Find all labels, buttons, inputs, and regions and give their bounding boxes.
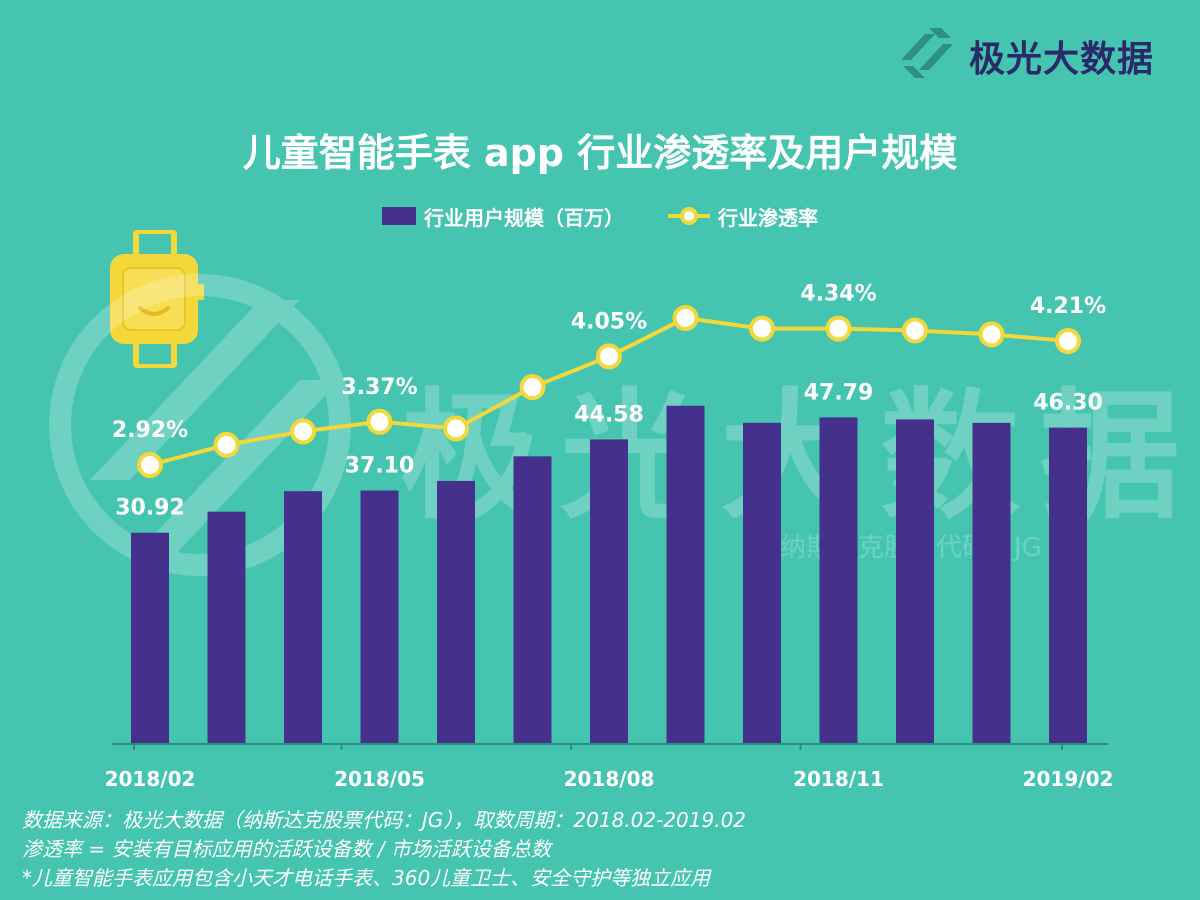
- bar-value-label: 47.79: [804, 380, 874, 405]
- footnote-source: 数据来源：极光大数据（纳斯达克股票代码：JG），取数周期：2018.02-201…: [22, 808, 747, 832]
- x-tick-label: 2018/05: [334, 767, 425, 791]
- legend-line-swatch: [668, 207, 710, 225]
- bar-2018-09: [666, 405, 705, 744]
- line-point-2018-07: [519, 374, 546, 401]
- x-axis-ticks: 2018/02 2018/05 2018/08 2018/11 2019/02: [105, 744, 1114, 791]
- line-value-label: 4.21%: [1030, 294, 1106, 319]
- line-point-2018-08: [596, 343, 622, 370]
- chart-title: 儿童智能手表 app 行业渗透率及用户规模: [242, 131, 958, 175]
- bar-2018-07: [513, 456, 552, 744]
- bar-2018-08: [590, 439, 628, 744]
- line-value-label: 3.37%: [341, 375, 417, 400]
- line-point-2018-09: [672, 305, 699, 331]
- x-tick-label: 2018/11: [793, 767, 884, 791]
- legend-item-bars: 行业用户规模（百万）: [382, 202, 624, 231]
- legend-bar-label: 行业用户规模（百万）: [424, 205, 624, 230]
- bar-2018-03: [207, 511, 246, 744]
- line-point-2019-01: [978, 321, 1005, 348]
- bar-series: [131, 405, 1087, 744]
- bar-value-label: 37.10: [345, 453, 415, 478]
- watch-icon: [110, 230, 204, 368]
- brand-name: 极光大数据: [969, 39, 1155, 80]
- line-point-2018-10: [749, 315, 775, 342]
- line-point-2018-02: [137, 452, 163, 478]
- footnotes: 数据来源：极光大数据（纳斯达克股票代码：JG），取数周期：2018.02-201…: [22, 806, 1192, 893]
- bar-value-label: 30.92: [115, 496, 185, 521]
- line-point-2018-06: [443, 415, 469, 442]
- line-point-2018-05: [366, 408, 393, 435]
- bar-2018-05: [360, 490, 399, 744]
- bar-2018-10: [743, 422, 781, 744]
- line-point-2018-12: [902, 317, 928, 344]
- line-series: [137, 305, 1081, 478]
- bar-2018-02: [131, 532, 169, 744]
- x-tick-label: 2018/02: [105, 767, 196, 791]
- footnote-definition: 渗透率 = 安装有目标应用的活跃设备数 / 市场活跃设备总数: [22, 837, 551, 861]
- bar-value-label: 44.58: [574, 402, 644, 427]
- bar-2018-06: [437, 480, 475, 744]
- brand-logo: 极光大数据: [895, 20, 1185, 84]
- line-point-2018-03: [213, 431, 240, 458]
- chart-legend: 行业用户规模（百万） 行业渗透率: [0, 200, 1200, 232]
- bar-2019-01: [972, 422, 1011, 744]
- bar-2018-12: [896, 419, 934, 744]
- bar-value-label: 46.30: [1033, 391, 1103, 416]
- line-value-label: 4.34%: [800, 282, 876, 307]
- legend-line-label: 行业渗透率: [718, 205, 818, 230]
- footnote-scope: *儿童智能手表应用包含小天才电话手表、360儿童卫士、安全守护等独立应用: [22, 866, 711, 890]
- x-tick-label: 2018/08: [564, 767, 655, 791]
- bar-2019-02: [1049, 427, 1087, 744]
- line-value-label: 4.05%: [571, 309, 647, 334]
- line-point-2018-11: [825, 315, 852, 342]
- bar-2018-04: [284, 491, 322, 744]
- legend-bar-swatch: [382, 207, 416, 225]
- line-point-2018-04: [290, 418, 316, 445]
- x-tick-label: 2019/02: [1023, 767, 1114, 791]
- line-point-2019-02: [1055, 328, 1081, 355]
- brand-logo-icon: [901, 28, 953, 78]
- line-value-label: 2.92%: [112, 418, 188, 443]
- bar-2018-11: [819, 417, 858, 744]
- data-labels: 30.92 37.10 44.58 47.79 46.30 2.92% 3.37% 4.05%…: [112, 282, 1106, 521]
- legend-item-line: 行业渗透率: [668, 202, 818, 231]
